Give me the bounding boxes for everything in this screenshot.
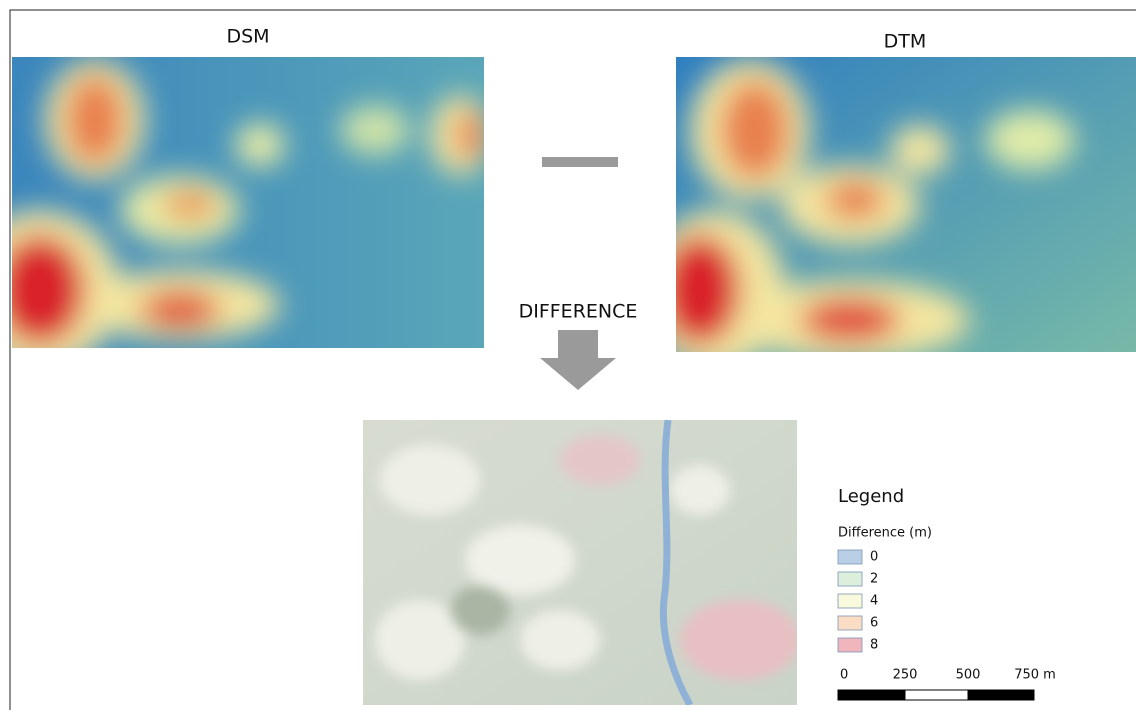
dtm-title: DTM	[884, 31, 927, 53]
scale-label: 750 m	[1014, 668, 1056, 683]
legend-swatch	[838, 572, 862, 586]
dtm-image	[645, 57, 1136, 370]
legend-label: 8	[870, 638, 878, 653]
legend-label: 2	[870, 572, 878, 587]
legend-swatch	[838, 638, 862, 652]
legend-swatch	[838, 550, 862, 564]
scale-segment	[905, 690, 968, 700]
down-arrow	[540, 330, 616, 390]
dsm-title: DSM	[226, 26, 269, 48]
legend-label: 0	[870, 550, 878, 565]
scale-label: 500	[956, 668, 981, 683]
legend-box	[820, 483, 1068, 693]
minus-sign	[542, 157, 618, 167]
legend-subtitle: Difference (m)	[838, 526, 932, 541]
legend-label: 4	[870, 594, 878, 609]
legend-swatch	[838, 616, 862, 630]
legend-swatch	[838, 594, 862, 608]
dsm-image	[0, 57, 490, 370]
legend-label: 6	[870, 616, 878, 631]
scale-segment	[968, 690, 1034, 700]
legend-title: Legend	[838, 486, 904, 507]
scale-segment	[838, 690, 905, 700]
difference-image	[363, 420, 800, 705]
figure: DSM DTM DIFFERENCE	[0, 0, 1136, 710]
scale-label: 0	[840, 668, 848, 683]
operation-label: DIFFERENCE	[519, 301, 638, 323]
scale-label: 250	[893, 668, 918, 683]
